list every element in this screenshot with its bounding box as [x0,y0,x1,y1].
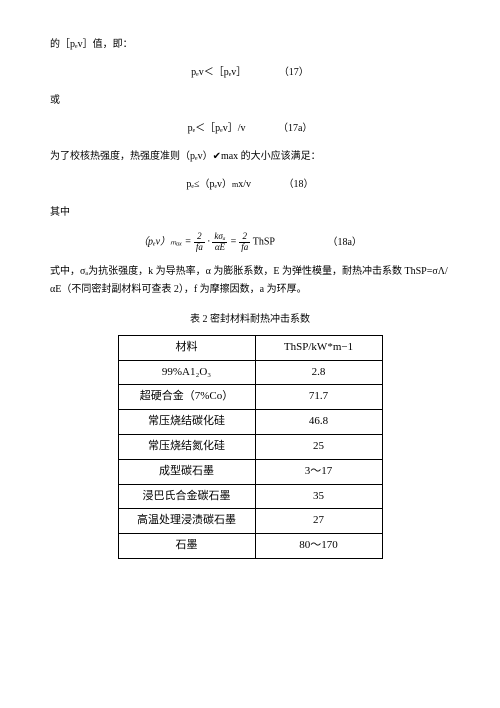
table-row: 石墨80～170 [118,534,382,559]
document-page: 的［pₑv］值，即： pₑv＜［pₑv］ （17） 或 pₑ＜［pₑv］/v （… [0,0,500,579]
dot-icon: · [207,237,210,248]
cell-value: 35 [255,484,382,509]
thsp-table: 材料 ThSP/kW*m−1 99%A1₂O₃2.8 超硬合金（7%Co）71.… [118,335,383,559]
table-header-row: 材料 ThSP/kW*m−1 [118,335,382,360]
cell-value: 80～170 [255,534,382,559]
equation-body-right: x/v [238,179,251,190]
equation-tail: ThSP [253,237,275,248]
table-row: 超硬合金（7%Co）71.7 [118,385,382,410]
cell-material: 石墨 [118,534,255,559]
cell-value: 71.7 [255,385,382,410]
equation-number: （17a） [278,120,312,138]
equation-number: （17） [279,64,309,82]
cell-value: 25 [255,434,382,459]
paragraph: 其中 [50,204,450,222]
equation-17: pₑv＜［pₑv］ （17） [50,64,450,82]
table-row: 99%A1₂O₃2.8 [118,360,382,385]
paragraph: 或 [50,92,450,110]
cell-value: 3～17 [255,459,382,484]
cell-value: 46.8 [255,410,382,435]
table-header-material: 材料 [118,335,255,360]
equals-sign: = [230,237,239,248]
cell-material: 常压烧结碳化硅 [118,410,255,435]
denominator: fa [194,243,205,253]
fraction: kσₐ αE [212,232,227,253]
table-row: 高温处理浸渍碳石墨27 [118,509,382,534]
paragraph: 的［pₑv］值，即： [50,36,450,54]
paragraph: 为了校核热强度，热强度准则（pₑv）✔max 的大小应该满足： [50,148,450,166]
equation-lhs: （pₑv）ₘₐₓ = [138,237,191,248]
table-row: 常压烧结氮化硅25 [118,434,382,459]
fraction: 2 fa [239,232,250,253]
table-row: 浸巴氏合金碳石墨35 [118,484,382,509]
equation-18: pₑ≤（pₑv）mx/v （18） [50,176,450,194]
cell-material: 超硬合金（7%Co） [118,385,255,410]
table-title: 表 2 密封材料耐热冲击系数 [50,311,450,329]
cell-value: 2.8 [255,360,382,385]
fraction: 2 fa [194,232,205,253]
equation-body: pₑv＜［pₑv］ [191,67,246,78]
equation-17a: pₑ＜［pₑv］/v （17a） [50,120,450,138]
cell-material: 常压烧结氮化硅 [118,434,255,459]
equation-body: pₑ＜［pₑv］/v [188,123,246,134]
paragraph: 式中，σₐ为抗张强度，k 为导热率，α 为膨胀系数，E 为弹性模量，耐热冲击系数… [50,263,450,299]
cell-material: 高温处理浸渍碳石墨 [118,509,255,534]
table-header-thsp: ThSP/kW*m−1 [255,335,382,360]
equation-number: （18a） [327,234,361,252]
denominator: αE [212,243,227,253]
table-row: 成型碳石墨3～17 [118,459,382,484]
denominator: fa [239,243,250,253]
cell-material: 浸巴氏合金碳石墨 [118,484,255,509]
equation-number: （18） [284,176,314,194]
cell-material: 成型碳石墨 [118,459,255,484]
cell-material: 99%A1₂O₃ [118,360,255,385]
equation-18a: （pₑv）ₘₐₓ = 2 fa · kσₐ αE = 2 fa ThSP （18… [50,232,450,253]
equation-body-left: pₑ≤（pₑv） [186,179,232,190]
cell-value: 27 [255,509,382,534]
table-row: 常压烧结碳化硅46.8 [118,410,382,435]
